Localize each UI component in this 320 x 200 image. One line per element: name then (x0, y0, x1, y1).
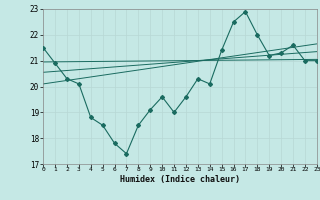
X-axis label: Humidex (Indice chaleur): Humidex (Indice chaleur) (120, 175, 240, 184)
